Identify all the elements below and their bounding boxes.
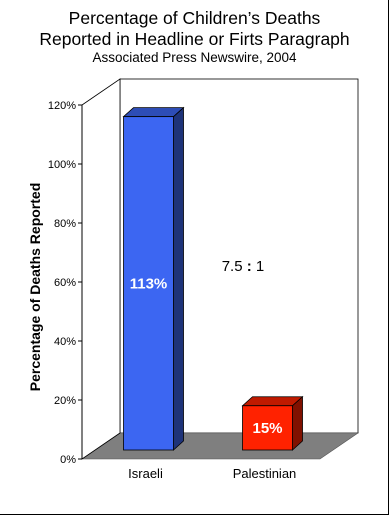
bar-palestinian: 15% — [241, 395, 304, 451]
chart-header: Percentage of Children’s Deaths Reported… — [0, 8, 389, 66]
y-tick-label: 80% — [54, 218, 76, 230]
y-tick-label: 40% — [54, 336, 76, 348]
ratio-separator: : — [247, 258, 252, 275]
chart-subtitle: Associated Press Newswire, 2004 — [92, 50, 297, 65]
bar-side — [173, 106, 184, 451]
y-tick-label: 0% — [60, 454, 76, 466]
x-category-label: Israeli — [128, 466, 163, 481]
x-category-label: Palestinian — [233, 466, 297, 481]
side-wall — [81, 78, 121, 460]
bar-data-label: 15% — [252, 420, 282, 437]
bar-side — [292, 395, 303, 451]
y-tick-label: 60% — [54, 277, 76, 289]
ratio-annotation: 7.5 : 1 — [222, 258, 265, 275]
y-tick-label: 100% — [48, 159, 76, 171]
y-tick-label: 120% — [48, 100, 76, 112]
y-tick-label: 20% — [54, 395, 76, 407]
bar-front — [123, 116, 174, 451]
y-axis-label: Percentage of Deaths Reported — [27, 183, 43, 392]
bar-front — [242, 405, 293, 451]
chart-title-line-2: Reported in Headline or Firts Paragraph — [39, 29, 350, 49]
bars: 113% Israeli 15% Palestinian — [122, 106, 304, 481]
ratio-left: 7.5 — [222, 258, 243, 275]
bar-data-label: 113% — [130, 275, 168, 292]
y-axis: 0% 20% 40% 60% 80% 100% 120% — [48, 100, 83, 466]
ratio-right: 1 — [256, 258, 264, 275]
chart-title-line-1: Percentage of Children’s Deaths — [68, 8, 321, 28]
bar-israeli: 113% — [122, 106, 185, 451]
